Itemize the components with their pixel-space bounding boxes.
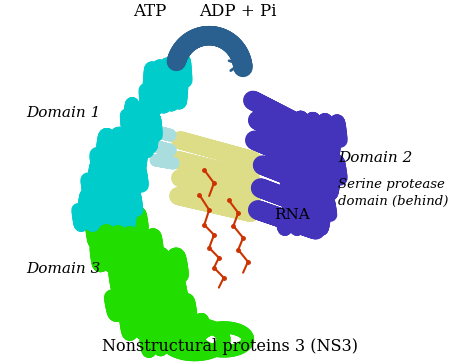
- Text: Serine protease
domain (behind): Serine protease domain (behind): [338, 178, 449, 208]
- Text: Domain 2: Domain 2: [338, 151, 413, 166]
- Text: RNA: RNA: [274, 208, 310, 222]
- Text: Domain 1: Domain 1: [26, 106, 100, 120]
- Text: Nonstructural proteins 3 (NS3): Nonstructural proteins 3 (NS3): [102, 339, 358, 356]
- Text: Domain 3: Domain 3: [26, 262, 100, 276]
- Text: ATP: ATP: [133, 3, 167, 20]
- Text: ADP + Pi: ADP + Pi: [199, 3, 276, 20]
